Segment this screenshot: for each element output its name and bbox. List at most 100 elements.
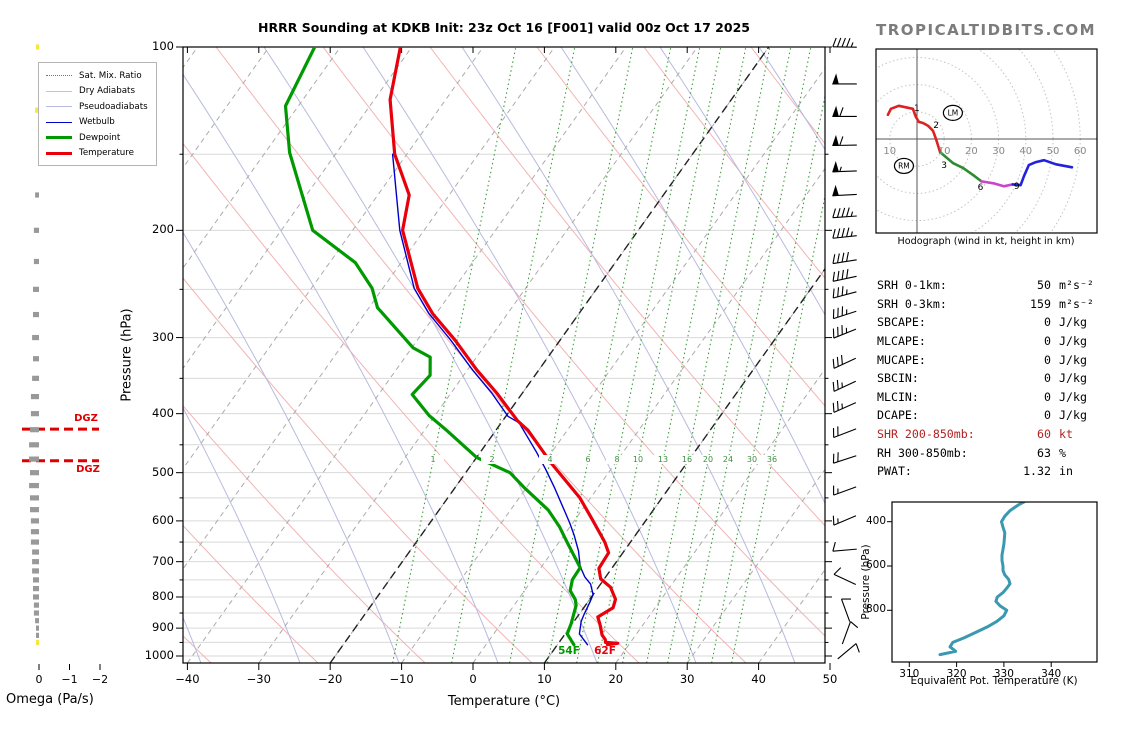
temp-tick: 50 xyxy=(822,672,838,686)
hodo-height-label: 6 xyxy=(977,183,984,194)
hodo-axis-tick: 30 xyxy=(992,146,1005,157)
omega-bar xyxy=(29,442,39,448)
wind-barb xyxy=(833,567,857,585)
omega-panel xyxy=(29,44,101,670)
omega-bar xyxy=(33,227,39,233)
wind-barb xyxy=(832,227,857,239)
hodo-height-label: 2 xyxy=(933,120,939,131)
storm-motion-LM: LM xyxy=(942,104,964,121)
hodograph-trace-9km+ xyxy=(1011,158,1074,187)
omega-bar xyxy=(35,618,39,624)
hodograph xyxy=(876,49,1097,233)
temp-tick: 20 xyxy=(608,672,624,686)
hodo-axis-tick: 10 xyxy=(883,146,897,157)
temp-tick: −40 xyxy=(175,672,200,686)
omega-bar xyxy=(32,568,39,574)
omega-bar xyxy=(32,549,39,555)
sounding-curves xyxy=(283,47,620,647)
wind-barb xyxy=(832,105,857,117)
stat-value: 1.32 xyxy=(1023,464,1051,479)
dry-line-sample xyxy=(46,90,72,92)
stat-unit: m²s⁻² xyxy=(1059,296,1094,311)
legend-item-label: Wetbulb xyxy=(79,117,115,128)
surface-dewpoint-label: 54F xyxy=(558,645,580,657)
wind-barb xyxy=(832,379,857,392)
wind-barb xyxy=(833,485,857,496)
omega-bar xyxy=(30,495,39,501)
wind-barb xyxy=(837,643,860,660)
legend-item: Dry Adiabats xyxy=(46,84,148,100)
wind-barb xyxy=(832,515,857,526)
stat-row: SBCIN: 0 J/kg xyxy=(877,369,1119,388)
stat-unit: kt xyxy=(1059,427,1073,442)
stat-row: MUCAPE: 0 J/kg xyxy=(877,350,1119,369)
omega-axis-label: Omega (Pa/s) xyxy=(6,692,94,707)
wind-barb xyxy=(832,541,857,552)
legend-item: Sat. Mix. Ratio xyxy=(46,68,148,84)
wind-barb xyxy=(832,400,857,413)
site-logo: TROPICALTIDBITS.COM xyxy=(876,21,1096,39)
stat-label: SRH 0-3km: xyxy=(877,296,947,311)
thetae-xtick: 320 xyxy=(946,668,967,680)
omega-bar xyxy=(36,44,39,50)
temp-tick: −20 xyxy=(318,672,343,686)
wind-barb xyxy=(841,621,859,645)
wind-barbs xyxy=(832,37,860,660)
temp-tick: −30 xyxy=(246,672,271,686)
dewpoint-line-sample xyxy=(46,136,72,140)
skewt-background xyxy=(183,47,825,663)
omega-bar xyxy=(30,411,39,417)
thetae-ytick: 600 xyxy=(865,559,886,571)
stat-value: 63 xyxy=(1037,445,1051,460)
mix-ratio-label: 2 xyxy=(481,455,503,464)
thetae-xtick: 330 xyxy=(993,668,1014,680)
hodo-axis-tick: 60 xyxy=(1073,146,1087,157)
wetbulb-curve xyxy=(391,153,594,646)
hodograph-trace-0-1km xyxy=(886,104,942,154)
mix-ratio-label: 8 xyxy=(606,455,628,464)
legend-item-label: Sat. Mix. Ratio xyxy=(79,70,142,81)
wetbulb-line-sample xyxy=(46,121,72,123)
omega-bar xyxy=(32,375,39,381)
dewpoint-curve xyxy=(283,47,582,647)
wind-barb xyxy=(840,598,851,622)
thetae-y-axis-label: Pressure (hPa) xyxy=(860,544,872,620)
omega-bar xyxy=(29,456,39,462)
pressure-tick: 1000 xyxy=(144,648,174,662)
wind-barb xyxy=(832,207,857,219)
wind-barb xyxy=(832,286,857,299)
omega-bar xyxy=(32,334,39,341)
omega-bar xyxy=(36,632,39,638)
omega-bar xyxy=(33,602,39,608)
omega-bar xyxy=(33,258,39,265)
stat-value: 0 xyxy=(1044,389,1051,404)
stat-label: MLCAPE: xyxy=(877,334,926,349)
temp-tick: 10 xyxy=(537,672,552,686)
mix-ratio-label: 1 xyxy=(422,455,444,464)
skewt-frame xyxy=(176,46,832,670)
legend-item-label: Dry Adiabats xyxy=(79,86,135,97)
skewt-x-axis-label: Temperature (°C) xyxy=(447,694,561,709)
hodograph-frame xyxy=(875,48,1098,234)
indices-panel: SRH 0-1km: 50 m²s⁻² SRH 0-3km: 159 m²s⁻² SBCAP… xyxy=(877,276,1119,481)
stat-unit: J/kg xyxy=(1059,408,1087,423)
omega-bar xyxy=(30,518,39,524)
pressure-tick: 200 xyxy=(152,222,174,237)
hodo-axis-tick: 40 xyxy=(1019,146,1033,157)
thetae-ytick: 800 xyxy=(865,603,886,616)
thetae-xtick: 340 xyxy=(1041,668,1062,680)
legend-item: Dewpoint xyxy=(46,130,148,146)
stat-unit: J/kg xyxy=(1059,352,1087,367)
temp-tick: 30 xyxy=(679,672,695,686)
thetae-x-axis-label: Equivalent Pot. Temperature (K) xyxy=(910,675,1078,687)
omega-bar xyxy=(30,470,39,476)
storm-motion-RM: RM xyxy=(893,157,915,175)
mix-ratio-label: 16 xyxy=(676,455,698,464)
mixratio-line-sample xyxy=(46,75,72,77)
omega-bar xyxy=(35,192,39,198)
wind-barb xyxy=(832,452,857,464)
omega-bar xyxy=(29,482,39,489)
stat-row: SRH 0-1km: 50 m²s⁻² xyxy=(877,276,1119,295)
pressure-tick: 300 xyxy=(152,329,174,344)
